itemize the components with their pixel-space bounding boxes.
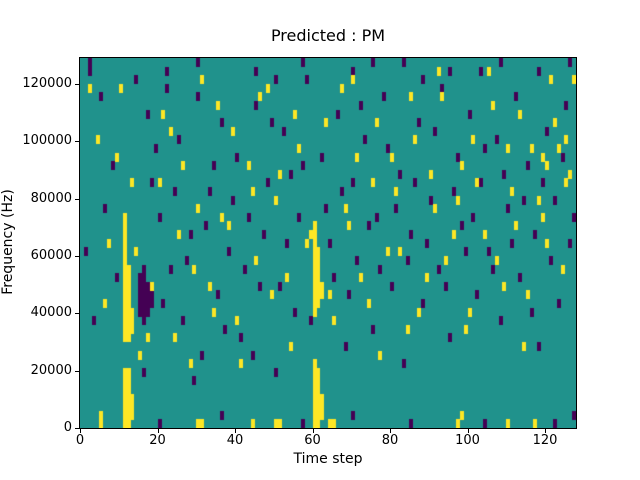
x-tick-label: 80 <box>381 433 399 448</box>
heatmap-canvas <box>80 58 576 428</box>
y-tick-label: 20000 <box>30 362 72 378</box>
y-tick-label: 40000 <box>30 305 72 321</box>
x-tick-label: 20 <box>149 433 166 448</box>
y-tick-label: 60000 <box>30 247 72 263</box>
x-tick-mark <box>467 429 469 433</box>
y-tick-label: 100000 <box>22 133 72 149</box>
plot-area <box>79 57 577 429</box>
x-tick-mark <box>235 429 236 433</box>
y-tick-mark <box>75 313 79 315</box>
x-tick-label: 40 <box>226 433 244 448</box>
y-tick-mark <box>75 141 79 143</box>
chart-title: Predicted : PM <box>270 26 386 45</box>
y-tick-mark <box>75 83 79 85</box>
x-axis-label: Time step <box>293 451 363 467</box>
y-tick-mark <box>75 198 79 200</box>
y-tick-mark <box>75 428 79 429</box>
y-tick-label: 80000 <box>30 190 72 206</box>
y-tick-label: 0 <box>63 420 72 435</box>
x-tick-label: 100 <box>455 433 480 448</box>
y-tick-label: 120000 <box>22 75 72 91</box>
x-tick-mark <box>312 429 314 433</box>
x-tick-label: 120 <box>532 433 558 448</box>
y-tick-mark <box>75 370 79 372</box>
x-tick-mark <box>80 429 81 433</box>
x-tick-mark <box>157 429 159 433</box>
x-tick-label: 60 <box>304 433 321 448</box>
x-tick-mark <box>545 429 546 433</box>
x-tick-mark <box>390 429 391 433</box>
x-tick-label: 0 <box>75 433 85 448</box>
y-tick-mark <box>75 255 79 257</box>
